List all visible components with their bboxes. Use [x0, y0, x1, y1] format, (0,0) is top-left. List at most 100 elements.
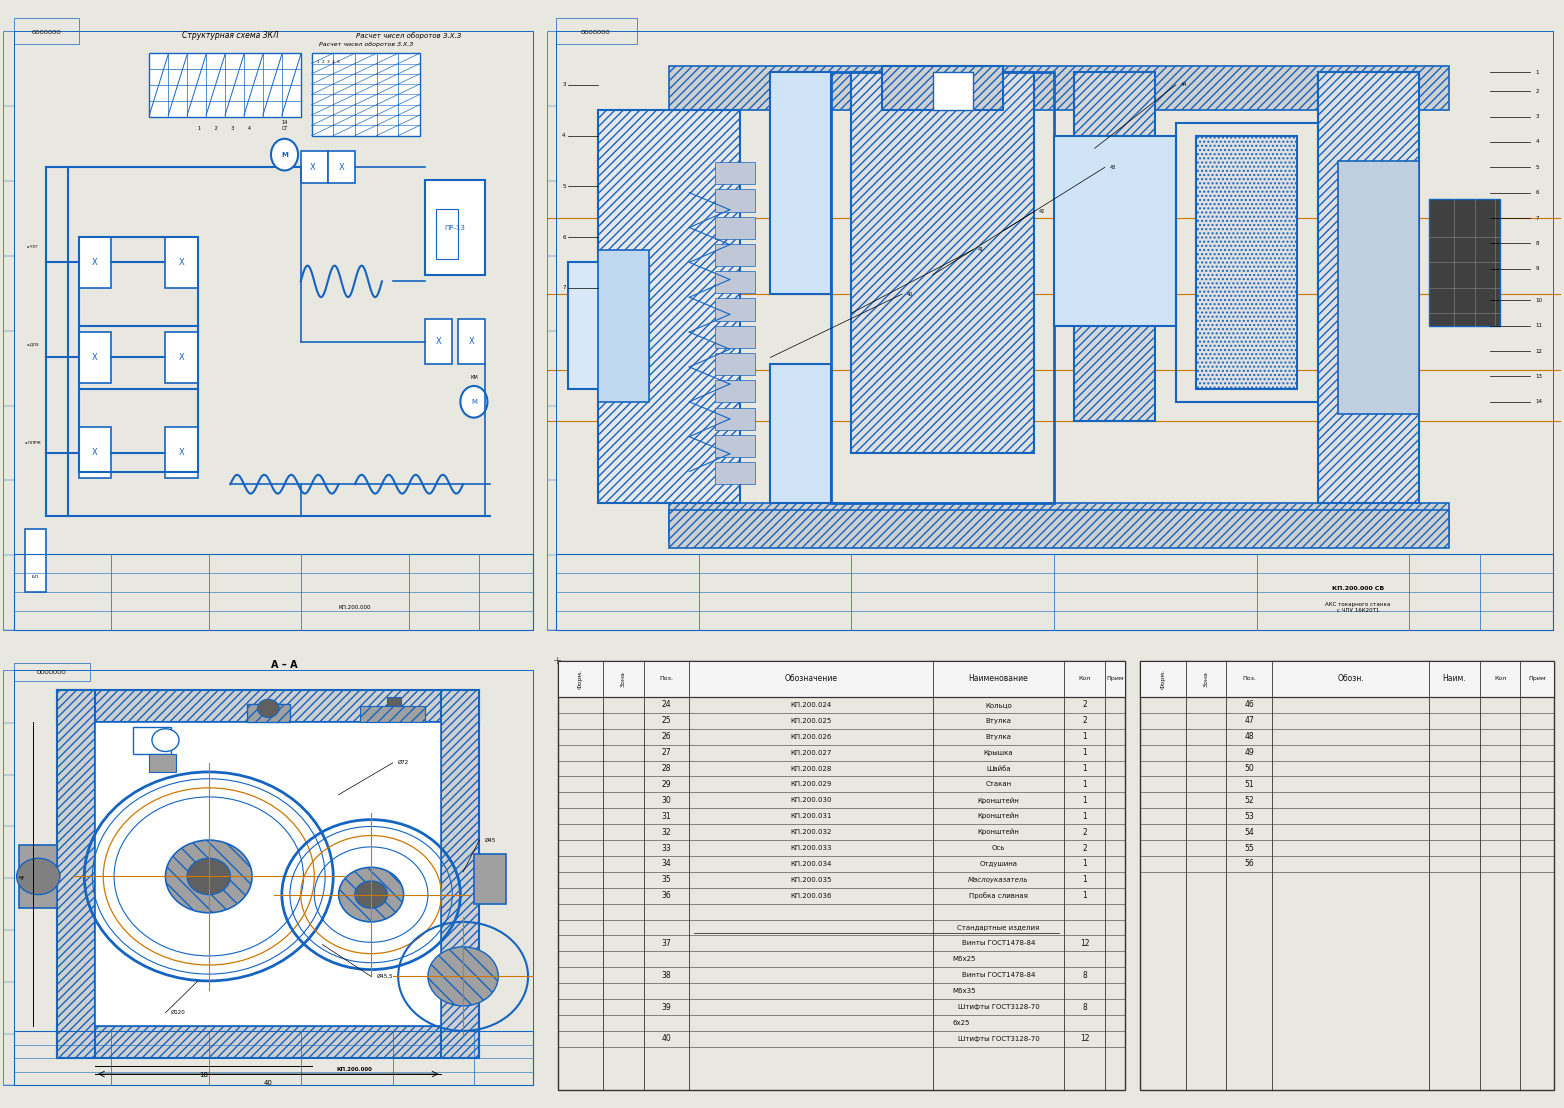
- Text: 12: 12: [1079, 1035, 1089, 1044]
- Text: 1: 1: [1082, 860, 1087, 869]
- Bar: [300, 152, 328, 183]
- Bar: [3, 31, 14, 630]
- Text: М6х35: М6х35: [952, 988, 976, 994]
- Text: 1: 1: [1082, 748, 1087, 757]
- Text: Форм.: Форм.: [1160, 669, 1165, 689]
- Text: X: X: [310, 163, 316, 172]
- Text: Ø120: Ø120: [170, 1010, 186, 1015]
- Text: КП.200.025: КП.200.025: [790, 718, 832, 724]
- Bar: [19, 844, 58, 909]
- Text: X: X: [178, 448, 185, 456]
- Text: X: X: [92, 353, 99, 362]
- Text: X: X: [436, 337, 441, 346]
- Bar: [474, 853, 507, 904]
- Text: КП.200.024: КП.200.024: [790, 702, 832, 708]
- Text: 4: 4: [1536, 140, 1539, 144]
- Text: 1: 1: [1082, 732, 1087, 741]
- Bar: [3, 669, 14, 1086]
- Bar: [1140, 660, 1553, 1090]
- Text: ПР-13: ПР-13: [444, 225, 466, 230]
- Text: 35: 35: [662, 875, 671, 884]
- Text: Прим: Прим: [1528, 676, 1545, 681]
- Text: Ø72: Ø72: [399, 760, 410, 766]
- Text: 30: 30: [662, 796, 671, 804]
- Bar: [25, 529, 47, 592]
- Bar: [669, 503, 1450, 541]
- Text: Поз.: Поз.: [1242, 676, 1256, 681]
- Text: 46: 46: [1245, 700, 1254, 709]
- Bar: [1337, 161, 1419, 414]
- Bar: [715, 189, 755, 212]
- Bar: [715, 380, 755, 402]
- Text: Кол: Кол: [1494, 676, 1506, 681]
- Text: КП.200.033: КП.200.033: [790, 845, 832, 851]
- Text: 43: 43: [1110, 165, 1117, 170]
- Text: М: М: [282, 152, 288, 157]
- Text: 18: 18: [199, 1073, 208, 1078]
- Text: 12: 12: [1079, 938, 1089, 948]
- Text: 26: 26: [662, 732, 671, 741]
- Text: Втулка: Втулка: [985, 718, 1012, 724]
- Text: X: X: [178, 353, 185, 362]
- Text: 28: 28: [662, 765, 671, 773]
- Circle shape: [152, 729, 178, 751]
- Text: ООООООО: ООООООО: [38, 670, 67, 676]
- Text: КП.200.036: КП.200.036: [790, 893, 832, 899]
- Bar: [388, 697, 400, 706]
- Bar: [715, 434, 755, 456]
- Text: 2: 2: [1536, 89, 1539, 94]
- Bar: [58, 1026, 479, 1058]
- Text: 3: 3: [561, 82, 566, 88]
- Text: Кронштейн: Кронштейн: [978, 797, 1020, 803]
- Text: 3: 3: [1536, 114, 1539, 119]
- Bar: [441, 690, 479, 1058]
- Text: 42: 42: [1038, 209, 1045, 214]
- Bar: [715, 326, 755, 348]
- Circle shape: [339, 868, 404, 922]
- Text: 54: 54: [1245, 828, 1254, 837]
- Text: КП.200.035: КП.200.035: [790, 876, 832, 883]
- Text: 12: 12: [1536, 349, 1542, 353]
- Text: 7: 7: [561, 285, 566, 290]
- Text: 33: 33: [662, 843, 671, 852]
- Text: 53: 53: [1245, 812, 1254, 821]
- Bar: [1196, 135, 1298, 389]
- Text: Шайба: Шайба: [985, 766, 1010, 771]
- Text: Крышка: Крышка: [984, 750, 1013, 756]
- Text: Обозначение: Обозначение: [785, 675, 837, 684]
- Text: 5: 5: [561, 184, 566, 188]
- Text: Зона: Зона: [621, 670, 626, 687]
- Bar: [425, 179, 485, 275]
- Text: КП.200.029: КП.200.029: [790, 781, 832, 788]
- Text: 32: 32: [662, 828, 671, 837]
- Text: 2: 2: [1082, 843, 1087, 852]
- Text: М6х25: М6х25: [952, 956, 976, 963]
- Bar: [14, 19, 78, 43]
- Text: 1: 1: [1082, 875, 1087, 884]
- Bar: [166, 237, 199, 288]
- Bar: [14, 663, 89, 681]
- Bar: [425, 319, 452, 363]
- Text: 7: 7: [1536, 216, 1539, 220]
- Text: Штифты ГОСТ3128-70: Штифты ГОСТ3128-70: [957, 1004, 1038, 1010]
- Bar: [436, 208, 458, 259]
- Text: КМ: КМ: [471, 375, 477, 380]
- Bar: [14, 554, 533, 630]
- Bar: [715, 462, 755, 484]
- Text: 1: 1: [1082, 891, 1087, 900]
- Bar: [669, 65, 1450, 111]
- Text: 2: 2: [1082, 700, 1087, 709]
- Text: 1: 1: [1082, 780, 1087, 789]
- Bar: [771, 363, 830, 503]
- Text: 2: 2: [1082, 717, 1087, 726]
- Text: КП.200.026: КП.200.026: [790, 733, 832, 740]
- Bar: [830, 72, 1054, 503]
- Circle shape: [166, 840, 252, 913]
- Bar: [1074, 72, 1156, 421]
- Text: КП.200.000: КП.200.000: [336, 1067, 372, 1073]
- Text: 39: 39: [662, 1003, 671, 1012]
- Bar: [149, 53, 300, 116]
- Bar: [597, 249, 649, 402]
- Bar: [715, 353, 755, 376]
- Bar: [78, 332, 111, 382]
